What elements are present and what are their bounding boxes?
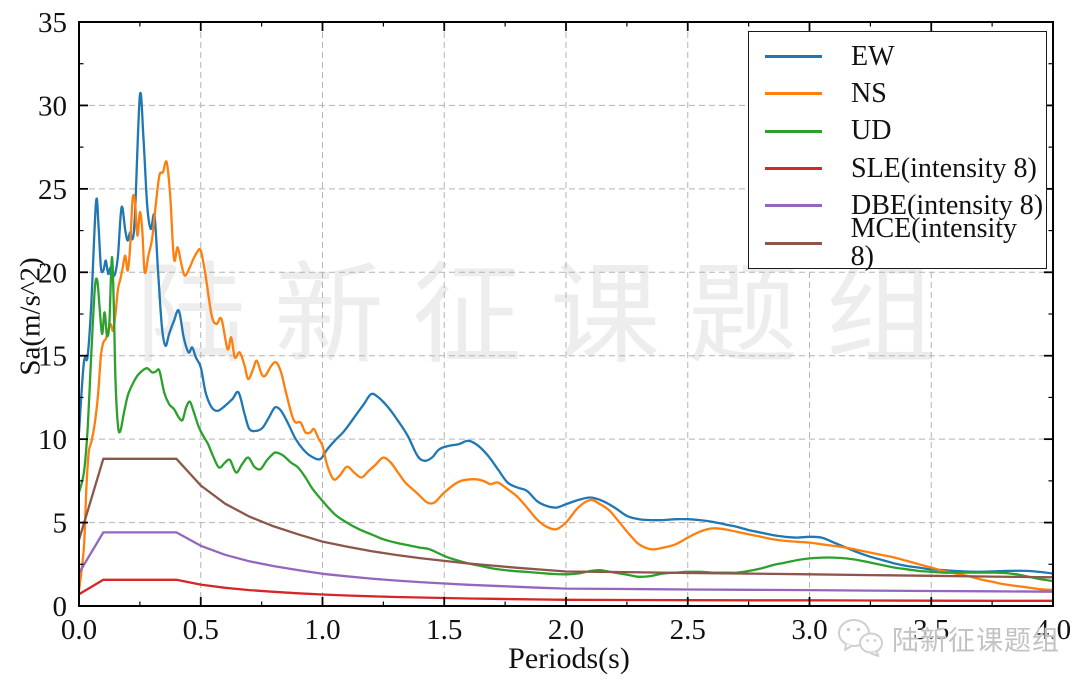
- x-axis-label: Periods(s): [508, 642, 630, 675]
- legend-item-ud: UD: [749, 114, 1046, 148]
- legend-item-dbe-intensity-8: DBE(intensity 8): [749, 189, 1046, 223]
- tick-marks: [78, 21, 1054, 607]
- x-tick-label: 3.0: [791, 614, 827, 646]
- x-tick-label: 0.5: [183, 614, 219, 646]
- legend-line-swatch: [765, 55, 822, 59]
- y-tick-label: 0: [53, 591, 68, 623]
- y-tick-label: 30: [38, 90, 67, 122]
- corner-watermark: 陆新征课题组: [836, 610, 1060, 666]
- legend-box: EW NS UD SLE(intensity 8) DBE(intensity 8) MC…: [748, 31, 1047, 271]
- y-axis-label: Sa(m/s^2): [14, 257, 47, 376]
- x-tick-label: 3.5: [913, 614, 949, 646]
- tick-labels: 0.0 0.5 1.0 1.5 2.0 2.5 3.0 3.5 4.0 0 5 10 15 20 25 30 3…: [38, 7, 1071, 646]
- legend-line-swatch: [765, 92, 822, 96]
- legend-label: NS: [851, 77, 887, 109]
- x-tick-label: 0.0: [61, 614, 97, 646]
- series-line-ns: [79, 160, 1053, 593]
- legend-label: EW: [851, 40, 895, 72]
- legend-label: MCE(intensity 8): [850, 213, 1018, 273]
- legend-label: SLE(intensity 8): [851, 152, 1037, 184]
- series-line-mce-intensity-8: [79, 457, 1053, 579]
- series-line-dbe-intensity-8: [79, 531, 1053, 593]
- x-tick-label: 2.5: [670, 614, 706, 646]
- x-tick-label: 4.0: [1035, 614, 1071, 646]
- y-tick-label: 20: [38, 257, 67, 289]
- series-line-sle-intensity-8: [79, 578, 1053, 602]
- x-tick-label: 1.0: [304, 614, 340, 646]
- series-lines: [79, 91, 1053, 602]
- series-line-ud: [79, 256, 1053, 583]
- wechat-icon: [838, 619, 883, 657]
- y-tick-label: 25: [38, 174, 67, 206]
- x-tick-label: 2.0: [548, 614, 584, 646]
- legend-item-ns: NS: [749, 77, 1046, 111]
- y-tick-label: 5: [53, 508, 68, 540]
- legend-line-swatch: [765, 129, 822, 133]
- x-tick-label: 1.5: [426, 614, 462, 646]
- legend-label: UD: [851, 115, 892, 147]
- y-tick-label: 10: [38, 424, 67, 456]
- corner-watermark-text: 陆新征课题组: [892, 625, 1060, 656]
- y-tick-label: 35: [38, 7, 67, 39]
- legend-line-swatch: [765, 167, 822, 171]
- y-tick-label: 15: [38, 341, 67, 373]
- legend-item-mce-intensity-8: MCE(intensity 8): [749, 215, 1046, 271]
- legend-label: DBE(intensity 8): [851, 189, 1044, 221]
- legend-item-sle-intensity-8: SLE(intensity 8): [749, 152, 1046, 186]
- legend-line-swatch: [765, 241, 822, 245]
- legend-item-ew: EW: [749, 40, 1046, 74]
- legend-line-swatch: [765, 204, 822, 208]
